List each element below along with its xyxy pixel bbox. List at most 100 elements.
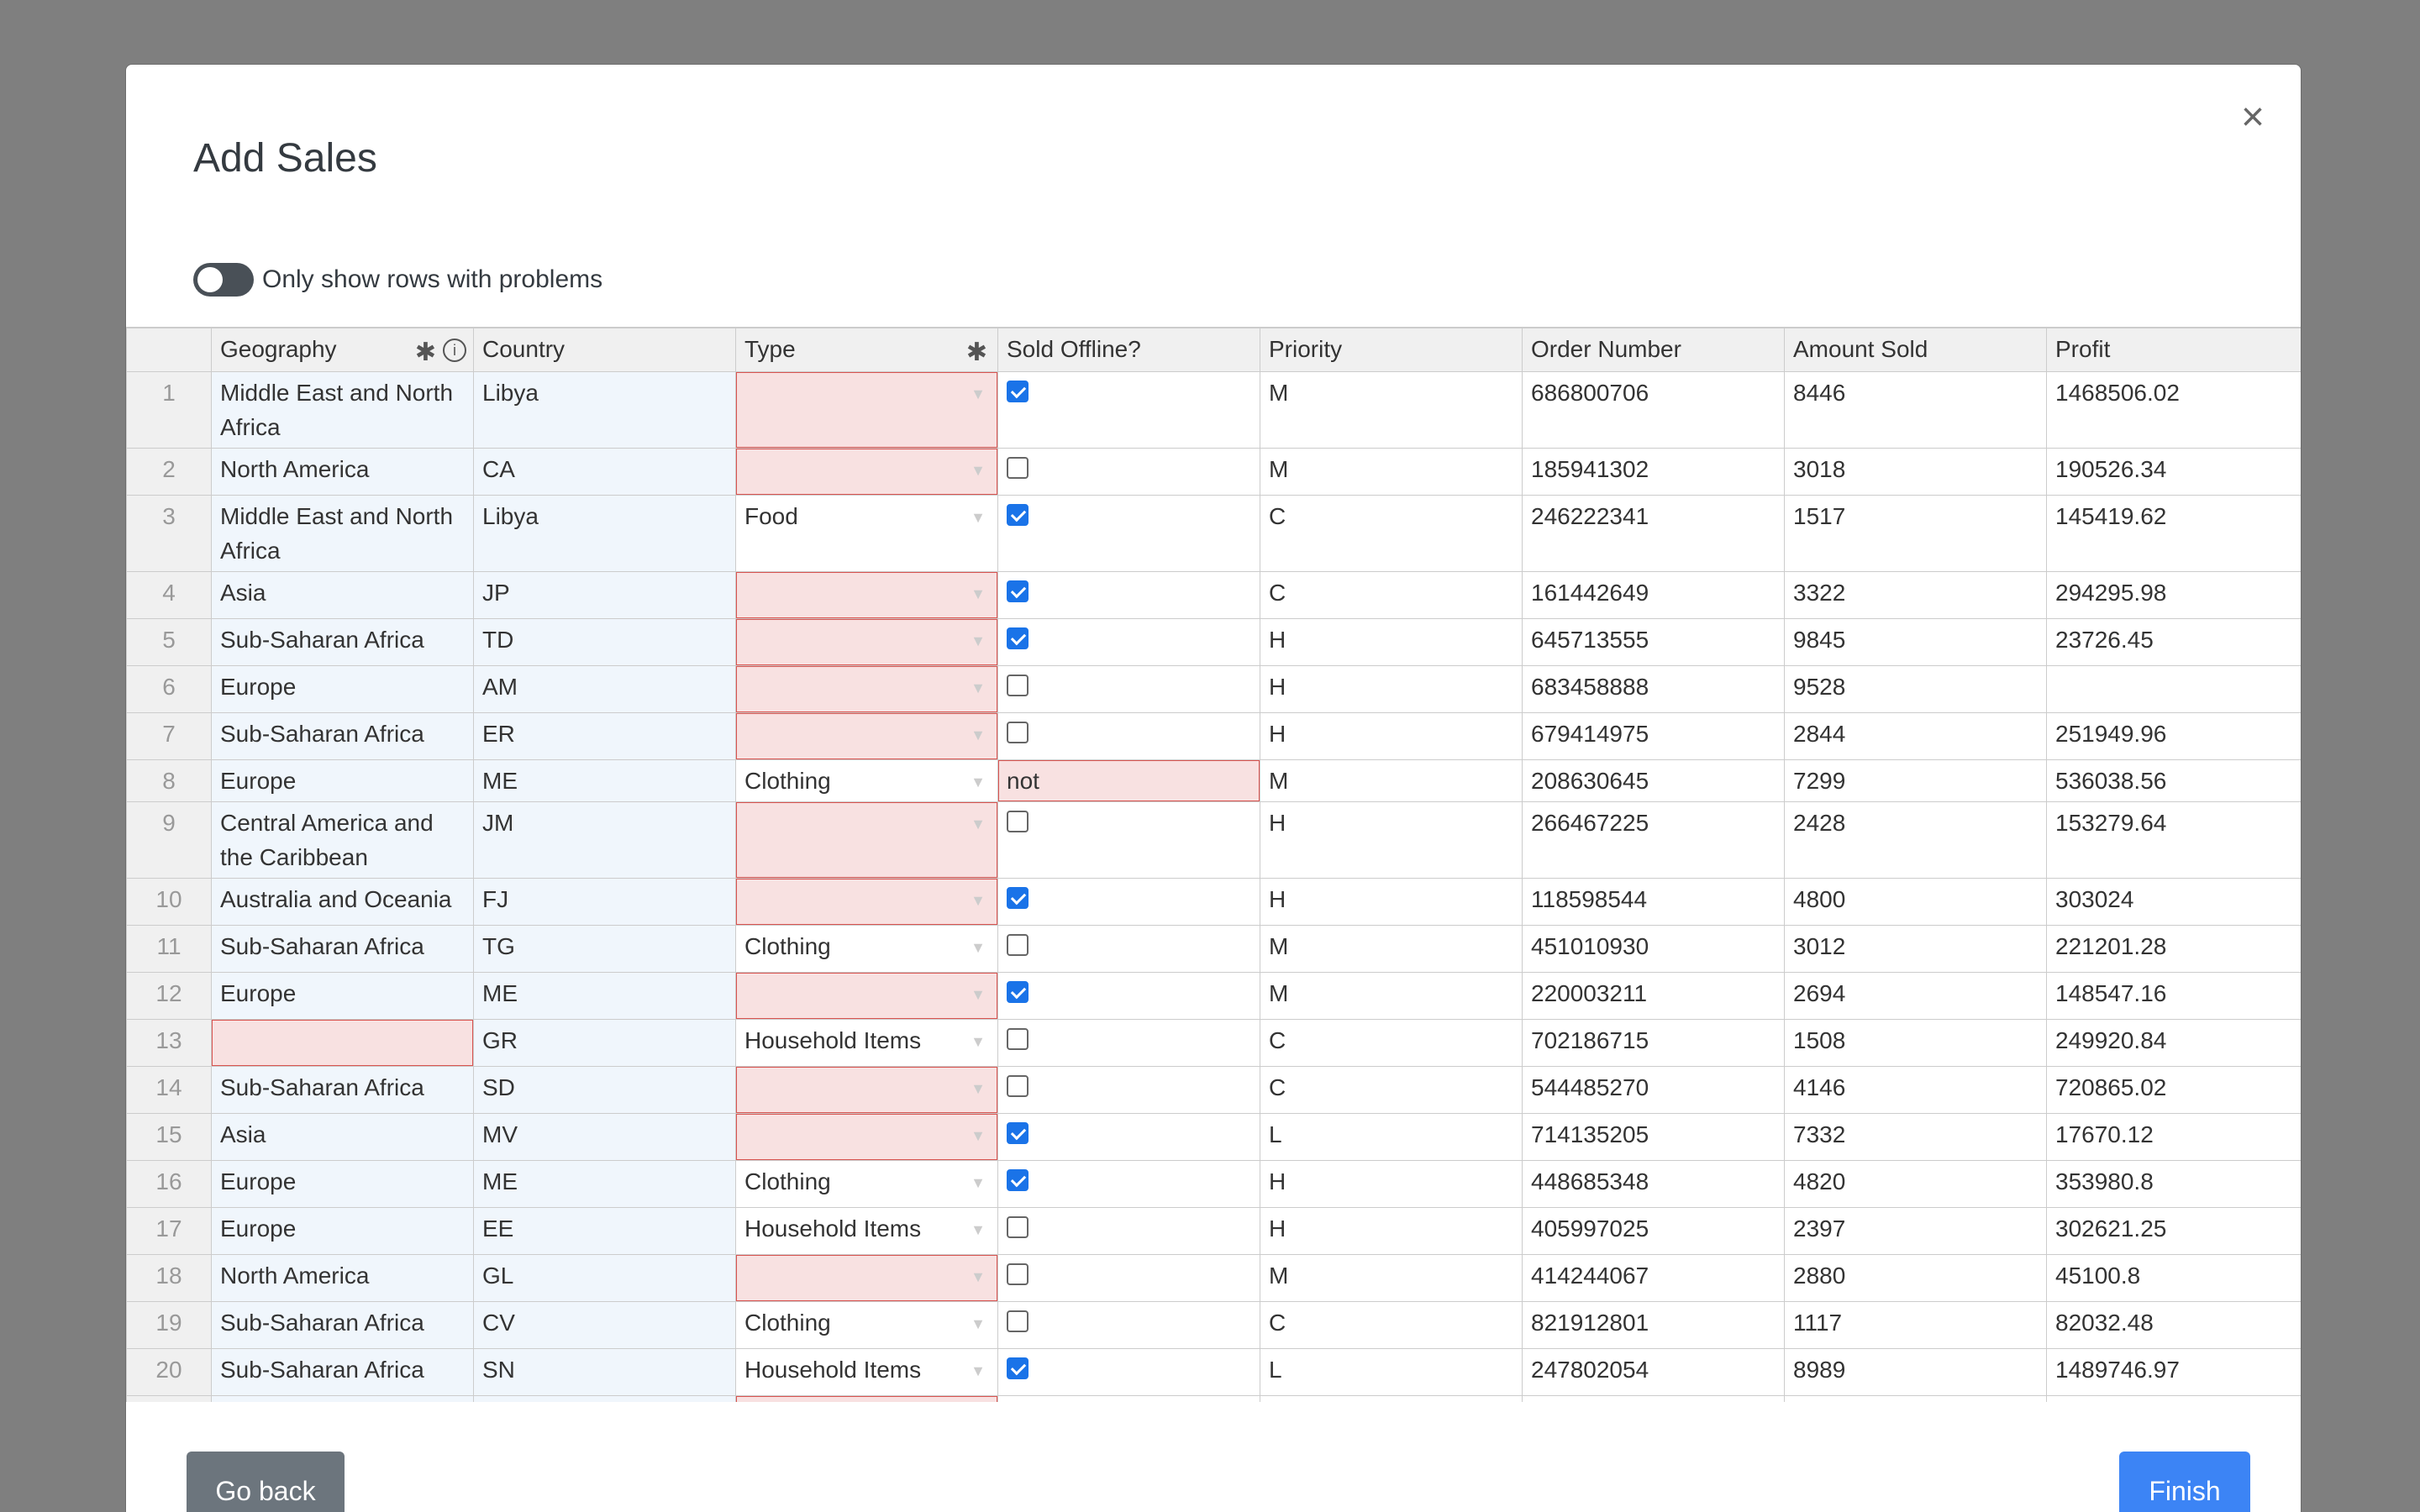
type-cell[interactable]: Household Items ▼ bbox=[735, 1019, 998, 1067]
order-number-cell[interactable]: 405997025 bbox=[1522, 1207, 1785, 1255]
header-sold-offline[interactable]: Sold Offline? bbox=[997, 328, 1260, 372]
amount-sold-cell[interactable]: 8446 bbox=[1784, 371, 2047, 449]
sold-offline-cell[interactable] bbox=[997, 1066, 1260, 1114]
order-number-cell[interactable]: 246222341 bbox=[1522, 495, 1785, 572]
sold-offline-cell[interactable] bbox=[997, 801, 1260, 879]
amount-sold-cell[interactable]: 8989 bbox=[1784, 1348, 2047, 1396]
sold-offline-cell[interactable] bbox=[997, 1348, 1260, 1396]
sold-offline-cell[interactable] bbox=[997, 1301, 1260, 1349]
amount-sold-cell[interactable]: 4800 bbox=[1784, 878, 2047, 926]
country-cell[interactable]: JM bbox=[473, 801, 736, 879]
dropdown-arrow-icon[interactable]: ▼ bbox=[971, 939, 986, 956]
header-geography[interactable]: Geography ✱ i bbox=[211, 328, 474, 372]
priority-cell[interactable]: M bbox=[1260, 759, 1523, 802]
amount-sold-cell[interactable]: 2397 bbox=[1784, 1207, 2047, 1255]
dropdown-arrow-icon[interactable]: ▼ bbox=[971, 680, 986, 696]
country-cell[interactable]: Libya bbox=[473, 371, 736, 449]
priority-cell[interactable]: L bbox=[1260, 1113, 1523, 1161]
order-number-cell[interactable]: 451010930 bbox=[1522, 925, 1785, 973]
sold-offline-checkbox[interactable] bbox=[1007, 580, 1028, 602]
dropdown-arrow-icon[interactable]: ▼ bbox=[971, 986, 986, 1003]
amount-sold-cell[interactable]: 1117 bbox=[1784, 1301, 2047, 1349]
type-cell[interactable]: ▼ bbox=[735, 618, 998, 666]
sold-offline-cell[interactable] bbox=[997, 448, 1260, 496]
order-number-cell[interactable]: 266467225 bbox=[1522, 801, 1785, 879]
type-cell[interactable]: Clothing ▼ bbox=[735, 1160, 998, 1208]
priority-cell[interactable]: C bbox=[1260, 1301, 1523, 1349]
sold-offline-cell[interactable] bbox=[997, 571, 1260, 619]
geography-cell[interactable]: Europe bbox=[211, 1207, 474, 1255]
geography-cell[interactable]: Sub-Saharan Africa bbox=[211, 925, 474, 973]
amount-sold-cell[interactable]: 2694 bbox=[1784, 972, 2047, 1020]
amount-sold-cell[interactable]: 3012 bbox=[1784, 925, 2047, 973]
profit-cell[interactable]: 17670.12 bbox=[2046, 1113, 2301, 1161]
order-number-cell[interactable]: 161442649 bbox=[1522, 571, 1785, 619]
sold-offline-cell[interactable]: not bbox=[997, 759, 1260, 802]
profit-cell[interactable]: 221201.28 bbox=[2046, 925, 2301, 973]
order-number-cell[interactable]: 414244067 bbox=[1522, 1254, 1785, 1302]
header-country[interactable]: Country bbox=[473, 328, 736, 372]
geography-cell[interactable]: Asia bbox=[211, 1113, 474, 1161]
amount-sold-cell[interactable]: 2428 bbox=[1784, 801, 2047, 879]
order-number-cell[interactable]: 679414975 bbox=[1522, 712, 1785, 760]
profit-cell[interactable]: 1489746.97 bbox=[2046, 1348, 2301, 1396]
type-cell[interactable]: ▼ bbox=[735, 665, 998, 713]
country-cell[interactable]: MV bbox=[473, 1113, 736, 1161]
type-cell[interactable]: ▼ bbox=[735, 1254, 998, 1302]
close-icon[interactable]: × bbox=[2240, 95, 2265, 139]
sold-offline-cell[interactable] bbox=[997, 878, 1260, 926]
priority-cell[interactable]: M bbox=[1260, 448, 1523, 496]
amount-sold-cell[interactable]: 7299 bbox=[1784, 759, 2047, 802]
profit-cell[interactable]: 302621.25 bbox=[2046, 1207, 2301, 1255]
type-cell[interactable]: Clothing ▼ bbox=[735, 759, 998, 802]
dropdown-arrow-icon[interactable]: ▼ bbox=[971, 585, 986, 602]
geography-cell[interactable]: Central America and the Caribbean bbox=[211, 801, 474, 879]
dropdown-arrow-icon[interactable]: ▼ bbox=[971, 816, 986, 832]
sold-offline-checkbox[interactable] bbox=[1007, 1216, 1028, 1238]
type-cell[interactable]: Household Items ▼ bbox=[735, 1207, 998, 1255]
order-number-cell[interactable]: 686800706 bbox=[1522, 371, 1785, 449]
priority-cell[interactable]: C bbox=[1260, 1395, 1523, 1402]
sold-offline-cell[interactable] bbox=[997, 618, 1260, 666]
priority-cell[interactable]: M bbox=[1260, 1254, 1523, 1302]
amount-sold-cell[interactable]: 7332 bbox=[1784, 1113, 2047, 1161]
dropdown-arrow-icon[interactable]: ▼ bbox=[971, 1362, 986, 1379]
type-cell[interactable]: ▼ bbox=[735, 1395, 998, 1402]
sold-offline-checkbox[interactable] bbox=[1007, 1075, 1028, 1097]
amount-sold-cell[interactable]: 2844 bbox=[1784, 712, 2047, 760]
priority-cell[interactable]: H bbox=[1260, 801, 1523, 879]
priority-cell[interactable]: M bbox=[1260, 972, 1523, 1020]
amount-sold-cell[interactable]: 9845 bbox=[1784, 618, 2047, 666]
order-number-cell[interactable]: 185941302 bbox=[1522, 448, 1785, 496]
type-cell[interactable]: ▼ bbox=[735, 878, 998, 926]
country-cell[interactable]: CA bbox=[473, 448, 736, 496]
sold-offline-cell[interactable] bbox=[997, 495, 1260, 572]
header-type[interactable]: Type ✱ bbox=[735, 328, 998, 372]
type-cell[interactable]: Clothing ▼ bbox=[735, 1301, 998, 1349]
priority-cell[interactable]: H bbox=[1260, 665, 1523, 713]
geography-cell[interactable]: Europe bbox=[211, 1160, 474, 1208]
country-cell[interactable]: TD bbox=[473, 618, 736, 666]
geography-cell[interactable]: Middle East and North Africa bbox=[211, 371, 474, 449]
country-cell[interactable]: SN bbox=[473, 1348, 736, 1396]
dropdown-arrow-icon[interactable]: ▼ bbox=[971, 727, 986, 743]
country-cell[interactable]: ME bbox=[473, 972, 736, 1020]
sold-offline-cell[interactable] bbox=[997, 1254, 1260, 1302]
profit-cell[interactable]: 251949.96 bbox=[2046, 712, 2301, 760]
geography-cell[interactable]: Sub-Saharan Africa bbox=[211, 1066, 474, 1114]
type-cell[interactable]: Food ▼ bbox=[735, 495, 998, 572]
geography-cell[interactable]: Sub-Saharan Africa bbox=[211, 618, 474, 666]
dropdown-arrow-icon[interactable]: ▼ bbox=[971, 1127, 986, 1144]
dropdown-arrow-icon[interactable]: ▼ bbox=[971, 1174, 986, 1191]
geography-cell[interactable] bbox=[211, 1019, 474, 1067]
dropdown-arrow-icon[interactable]: ▼ bbox=[971, 386, 986, 402]
geography-cell[interactable]: Sub-Saharan Africa bbox=[211, 1301, 474, 1349]
amount-sold-cell[interactable]: 1517 bbox=[1784, 495, 2047, 572]
priority-cell[interactable]: M bbox=[1260, 371, 1523, 449]
order-number-cell[interactable]: 531023156 bbox=[1522, 1395, 1785, 1402]
profit-cell[interactable]: 153279.64 bbox=[2046, 801, 2301, 879]
type-cell[interactable]: ▼ bbox=[735, 801, 998, 879]
sold-offline-checkbox[interactable] bbox=[1007, 1263, 1028, 1285]
country-cell[interactable]: CV bbox=[473, 1301, 736, 1349]
order-number-cell[interactable]: 714135205 bbox=[1522, 1113, 1785, 1161]
